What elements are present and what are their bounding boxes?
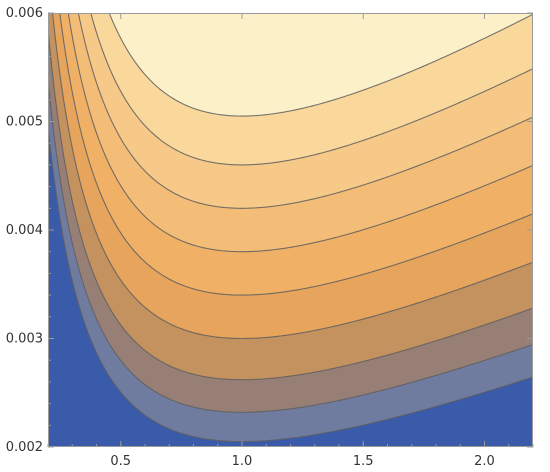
contour-line-1: [48, 120, 533, 443]
y-tick-label: 0.004: [6, 223, 43, 238]
y-tick-label: 0.003: [6, 332, 43, 347]
y-tick-label: 0.002: [6, 440, 43, 455]
contour-line-8: [90, 13, 533, 166]
axes: 0.5 1.0 1.5 2.0 0.002 0.003 0.004 0.005 0.006: [6, 6, 534, 469]
plot-area: [48, 13, 533, 447]
contour-line-2: [48, 74, 533, 413]
y-tick-label: 0.005: [6, 115, 43, 130]
x-tick-label: 2.0: [474, 454, 495, 469]
contour-line-4: [52, 13, 533, 340]
x-tick-label: 1.0: [232, 454, 253, 469]
contour-line-9: [108, 13, 533, 117]
x-tick-label: 1.5: [353, 454, 374, 469]
region-level-9: [109, 13, 533, 117]
x-tick-label: 0.5: [110, 454, 131, 469]
contour-line-7: [77, 13, 533, 209]
contour-line-6: [67, 13, 533, 253]
contour-line-5: [59, 13, 533, 296]
y-tick-label: 0.006: [6, 6, 43, 21]
contour-line-3: [48, 23, 533, 381]
